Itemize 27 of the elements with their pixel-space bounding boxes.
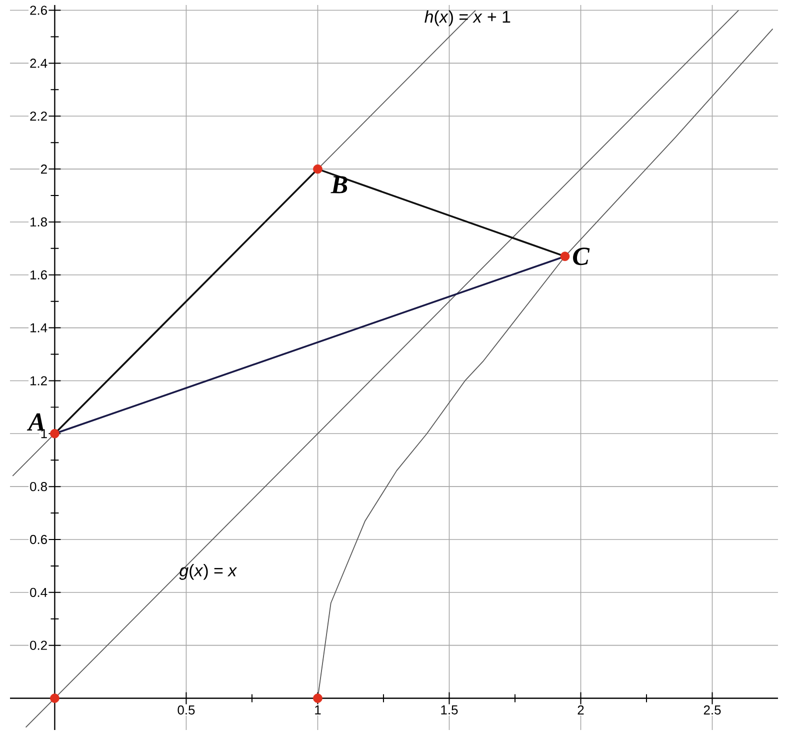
y-tick-label: 0.6 (30, 534, 47, 544)
point (313, 694, 322, 703)
point (50, 428, 60, 438)
annotation: A (26, 413, 44, 430)
annotation: h(x) = x + 1 (424, 10, 510, 26)
y-tick-label: 0.4 (30, 588, 48, 597)
y-tick-label: 1.2 (30, 376, 47, 386)
y-tick-label: 2.6 (30, 6, 47, 15)
point (560, 252, 570, 262)
x-tick-label: 0.5 (178, 705, 195, 715)
annotation: B (330, 176, 348, 194)
annotation: g(x) = x (179, 564, 238, 580)
annotation: C (573, 248, 590, 266)
x-tick-label: 2 (578, 705, 584, 714)
y-tick-label: 2.2 (30, 112, 47, 121)
y-tick-label: 1.6 (30, 270, 47, 280)
point (313, 164, 322, 174)
x-tick-label: 2.5 (704, 705, 721, 715)
point (50, 694, 60, 703)
y-tick-label: 1.8 (30, 217, 47, 227)
x-tick-label: 1 (315, 705, 321, 714)
y-tick-label: 1.4 (30, 323, 48, 332)
y-tick-label: 2 (40, 164, 47, 174)
y-tick-label: 0.2 (30, 640, 47, 650)
x-tick-label: 1.5 (441, 705, 458, 714)
y-tick-label: 2.4 (30, 58, 48, 68)
y-tick-label: 0.8 (30, 482, 47, 492)
